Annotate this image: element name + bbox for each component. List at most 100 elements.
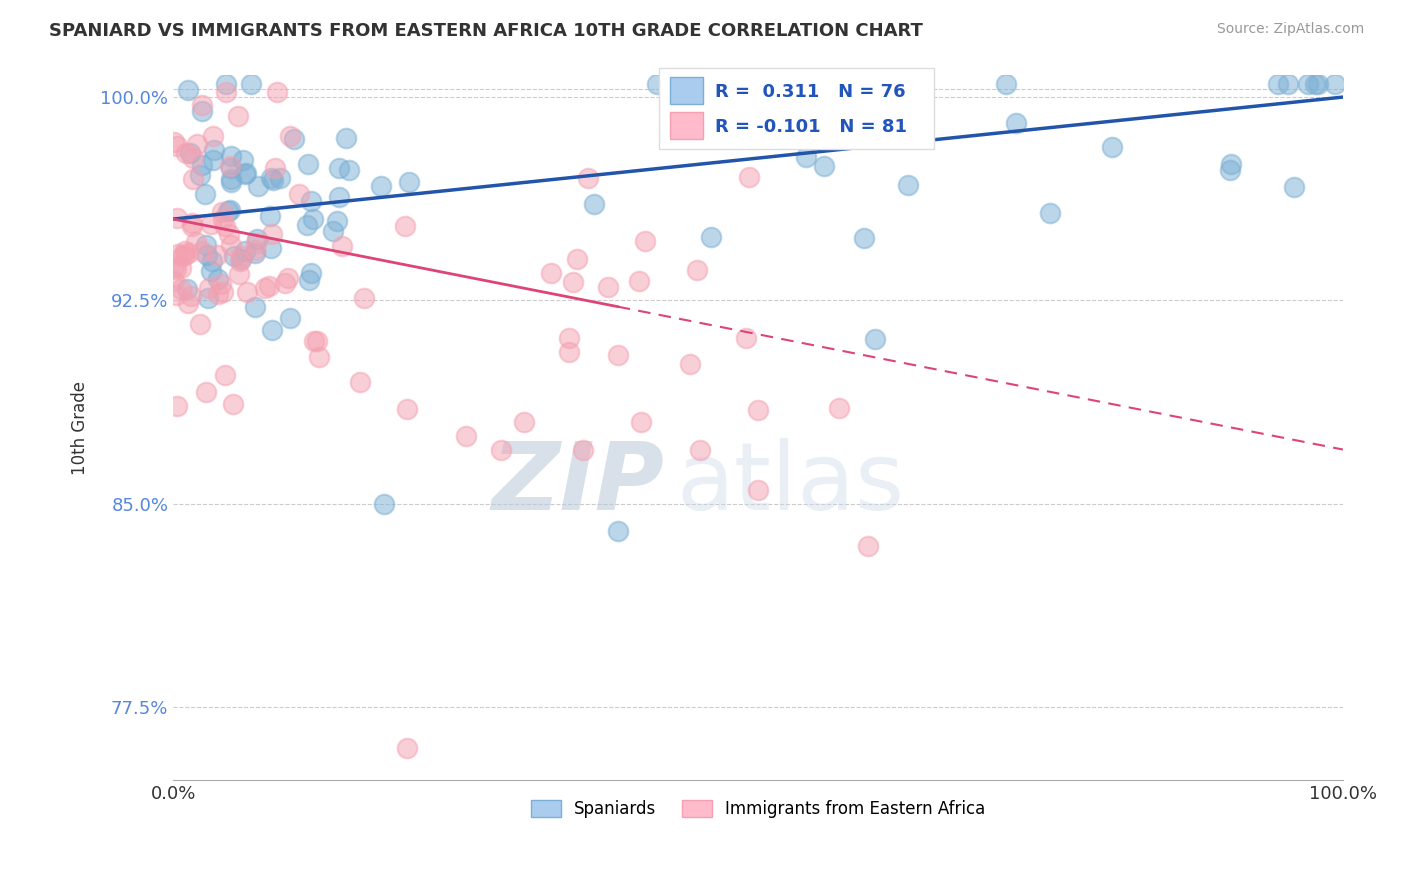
Point (606, 524, 628, 538)
Point (260, 323, 283, 337)
Point (214, 77, 236, 91)
Point (1039, 206, 1062, 220)
Point (796, 150, 818, 164)
Point (176, 145, 198, 160)
Point (994, 77, 1017, 91)
Point (1306, 77, 1329, 91)
Point (201, 153, 224, 168)
Point (170, 260, 193, 275)
Point (337, 163, 360, 178)
Point (277, 270, 299, 285)
Point (288, 187, 311, 202)
Point (260, 227, 283, 241)
Point (747, 483, 769, 498)
Point (163, 274, 186, 288)
Point (212, 285, 235, 299)
Point (165, 262, 187, 277)
Point (180, 289, 202, 303)
Point (398, 175, 420, 189)
Point (170, 282, 193, 296)
Point (738, 170, 761, 185)
Point (221, 397, 243, 411)
Point (186, 136, 208, 151)
Point (166, 400, 188, 414)
Point (232, 153, 254, 168)
Text: R = -0.101   N = 81: R = -0.101 N = 81 (714, 118, 907, 136)
Point (219, 175, 242, 189)
Point (280, 129, 302, 144)
Point (308, 350, 330, 364)
Point (747, 403, 769, 417)
Point (540, 266, 562, 280)
Point (735, 331, 758, 345)
Point (246, 179, 269, 194)
Point (243, 243, 266, 257)
Point (370, 179, 392, 194)
Point (679, 357, 702, 371)
Point (630, 416, 652, 430)
Point (166, 211, 188, 225)
Point (214, 368, 236, 382)
Point (307, 334, 329, 348)
Point (454, 429, 477, 443)
Point (245, 236, 267, 251)
Point (195, 248, 218, 262)
Point (174, 244, 197, 258)
Point (561, 275, 583, 289)
Point (170, 248, 193, 262)
Point (1296, 77, 1319, 91)
Point (188, 169, 211, 183)
Point (353, 291, 375, 305)
Point (266, 85, 288, 99)
Point (1324, 77, 1347, 91)
Point (558, 330, 581, 344)
Point (278, 311, 301, 326)
Point (200, 264, 222, 278)
Point (283, 132, 305, 146)
Point (328, 161, 350, 176)
Point (176, 282, 198, 296)
Point (191, 97, 214, 112)
Point (394, 219, 416, 233)
Point (229, 249, 252, 263)
Point (274, 276, 297, 290)
Point (686, 263, 709, 277)
Point (177, 295, 200, 310)
Point (177, 83, 200, 97)
Point (239, 77, 262, 91)
Point (326, 214, 349, 228)
Point (194, 237, 217, 252)
Point (295, 218, 318, 232)
Point (1267, 77, 1289, 91)
Point (166, 139, 188, 153)
Point (259, 209, 281, 223)
Point (865, 332, 887, 346)
Point (181, 172, 204, 186)
Point (260, 171, 283, 186)
Point (299, 266, 322, 280)
Point (219, 161, 242, 175)
Point (195, 384, 218, 399)
Point (330, 239, 353, 253)
Text: Source: ZipAtlas.com: Source: ZipAtlas.com (1216, 22, 1364, 37)
Point (349, 375, 371, 389)
Point (188, 317, 211, 331)
Point (181, 216, 204, 230)
Text: ZIP: ZIP (492, 438, 665, 530)
Point (634, 235, 657, 249)
Y-axis label: 10th Grade: 10th Grade (72, 381, 89, 475)
Point (181, 219, 204, 234)
Point (253, 281, 276, 295)
Point (163, 260, 186, 274)
Point (218, 202, 240, 217)
Point (298, 273, 321, 287)
Point (813, 159, 835, 173)
Point (897, 178, 920, 192)
Point (396, 401, 419, 416)
Point (209, 277, 232, 292)
Point (558, 345, 581, 359)
Point (259, 278, 281, 293)
Point (219, 172, 242, 186)
Point (218, 227, 240, 242)
Point (689, 442, 711, 457)
